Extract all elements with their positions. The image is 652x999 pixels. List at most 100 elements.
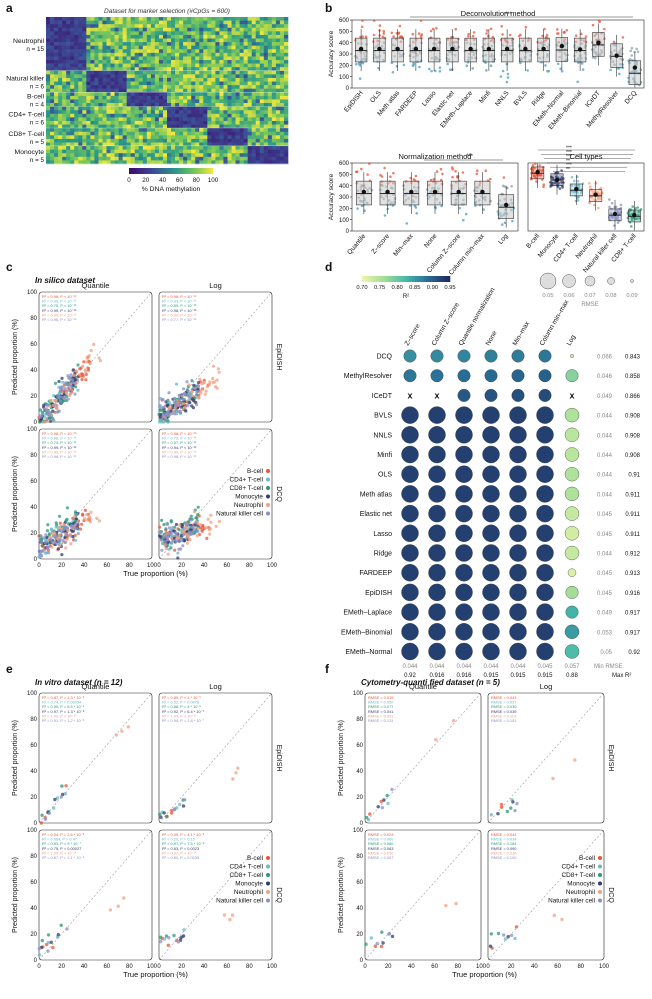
- mean-marker: [432, 189, 438, 195]
- heatmap-cell: [199, 153, 204, 158]
- heatmap-cell: [46, 74, 51, 79]
- data-point: [635, 47, 638, 51]
- heatmap-cell: [62, 103, 67, 107]
- heatmap-cell: [215, 20, 220, 25]
- data-point: [574, 199, 578, 203]
- data-point: [56, 547, 61, 551]
- data-point: [379, 944, 384, 949]
- row-strip-label: EpiDISH: [607, 745, 614, 772]
- heatmap-cell: [183, 67, 188, 72]
- heatmap-cell: [283, 146, 289, 150]
- heatmap-cell: [66, 67, 71, 72]
- colorbar-segment: [135, 168, 138, 174]
- heatmap-cell: [179, 74, 184, 79]
- heatmap-cell: [243, 31, 248, 36]
- legend-swatch: [266, 477, 270, 482]
- data-point: [122, 896, 126, 900]
- heatmap-cell: [162, 99, 168, 104]
- heatmap-cell: [58, 56, 63, 61]
- heatmap-cell: [211, 128, 216, 133]
- data-point: [209, 520, 213, 524]
- heatmap-cell: [130, 81, 136, 86]
- heatmap-cell: [118, 92, 123, 97]
- heatmap-cell: [78, 113, 83, 118]
- heatmap-cell: [259, 135, 265, 140]
- heatmap-cell: [219, 99, 224, 104]
- heatmap-cell: [227, 81, 232, 86]
- heatmap-cell: [118, 31, 123, 36]
- data-point: [598, 20, 601, 24]
- heatmap-cell: [122, 17, 127, 21]
- heatmap-cell: [283, 63, 289, 68]
- heatmap-cell: [54, 128, 59, 133]
- heatmap-cell: [235, 81, 240, 86]
- heatmap-cell: [74, 70, 79, 75]
- heatmap-cell: [146, 110, 152, 115]
- colorbar-segment: [156, 168, 159, 174]
- heatmap-cell: [203, 17, 208, 21]
- heatmap-cell: [70, 60, 75, 64]
- heatmap-cell: [134, 17, 140, 21]
- heatmap-cell: [70, 106, 75, 111]
- heatmap-cell: [46, 70, 51, 75]
- heatmap-cell: [207, 160, 212, 165]
- data-point: [510, 185, 513, 188]
- heatmap-cell: [134, 67, 140, 72]
- heatmap-cell: [62, 128, 67, 133]
- heatmap-cell: [235, 117, 240, 122]
- heatmap-cell: [255, 74, 261, 79]
- stat-annotation: R² = 0.93, P = 9 * 10⁻⁷: [42, 841, 81, 846]
- heatmap-cell: [191, 31, 196, 36]
- data-point: [603, 27, 606, 31]
- heatmap-cell: [223, 42, 228, 46]
- data-point: [126, 725, 130, 729]
- heatmap-cell: [279, 124, 285, 129]
- heatmap-cell: [171, 124, 176, 129]
- stat-annotation: RMSE = 0.336: [491, 850, 516, 855]
- data-point: [489, 27, 493, 31]
- heatmap-cell: [62, 131, 67, 136]
- heatmap-cell: [195, 120, 200, 125]
- heatmap-cell: [179, 88, 184, 93]
- heatmap-cell: [227, 49, 232, 54]
- heatmap-cell: [102, 117, 107, 122]
- stat-annotation: R² = 0.98, P < 10⁻¹⁶: [162, 294, 197, 299]
- data-point: [510, 933, 514, 938]
- data-point: [69, 542, 73, 546]
- heatmap-cell: [175, 113, 180, 118]
- heatmap-cell: [54, 56, 59, 61]
- heatmap-cell: [114, 85, 119, 90]
- data-point: [203, 392, 207, 396]
- data-point: [92, 342, 96, 346]
- heatmap-cell: [283, 135, 289, 140]
- heatmap-cell: [215, 160, 220, 165]
- heatmap-cell: [90, 160, 95, 165]
- heatmap-cell: [126, 27, 131, 32]
- heatmap-cell: [167, 20, 172, 25]
- heatmap-cell: [90, 70, 95, 75]
- heatmap-cell: [98, 38, 103, 43]
- data-point: [590, 195, 593, 199]
- heatmap-cell: [114, 42, 119, 46]
- heatmap-cell: [271, 20, 277, 25]
- heatmap-cell: [211, 160, 216, 165]
- heatmap-cell: [167, 31, 172, 36]
- panel-title: Cell types: [570, 152, 603, 161]
- heatmap-cell: [283, 103, 289, 107]
- data-point: [213, 385, 218, 389]
- heatmap-cell: [110, 117, 115, 122]
- data-point: [57, 514, 62, 518]
- heatmap-cell: [247, 45, 252, 50]
- stat-annotation: R² = 0.96, P < 10⁻¹⁶: [42, 299, 77, 304]
- heatmap-cell: [118, 88, 123, 93]
- data-point: [176, 940, 181, 944]
- heatmap-cell: [130, 99, 136, 104]
- heatmap-cell: [195, 88, 200, 93]
- stat-annotation: RMSE = 0.041: [368, 709, 393, 714]
- heatmap-cell: [223, 103, 228, 107]
- y-tick-label: 0: [360, 821, 364, 827]
- data-point: [161, 405, 165, 409]
- heatmap-cell: [219, 31, 224, 36]
- heatmap-cell: [167, 103, 172, 107]
- heatmap-cell: [199, 149, 204, 154]
